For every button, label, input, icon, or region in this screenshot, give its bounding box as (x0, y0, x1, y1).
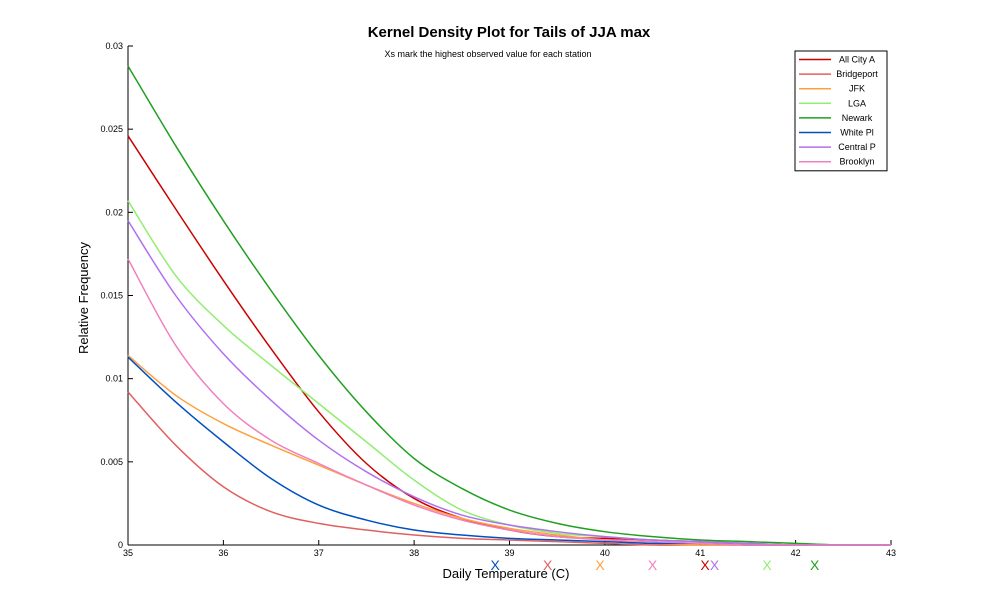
max-marker-bridgeport: X (543, 557, 553, 573)
x-tick-label: 37 (314, 548, 324, 558)
series-line-brooklyn (127, 258, 891, 546)
max-marker-newark: X (810, 557, 820, 573)
legend-label-lga: LGA (848, 98, 866, 108)
max-marker-all-city-a: X (700, 557, 710, 573)
x-axis-label: Daily Temperature (C) (443, 566, 570, 581)
x-tick-label: 39 (504, 548, 514, 558)
legend-label-all-city-a: All City A (839, 55, 875, 65)
y-tick-label: 0.015 (100, 291, 123, 301)
legend-label-bridgeport: Bridgeport (836, 69, 878, 79)
y-tick-label: 0.005 (100, 457, 123, 467)
x-tick-label: 38 (409, 548, 419, 558)
series-line-bridgeport (127, 391, 891, 546)
max-marker-white-pl: X (491, 557, 501, 573)
series-line-central-p (127, 220, 891, 546)
y-tick-label: 0.02 (105, 207, 123, 217)
y-tick-label: 0 (118, 540, 123, 550)
y-tick-label: 0.03 (105, 41, 123, 51)
max-marker-central-p: X (710, 557, 720, 573)
max-markers: XX X X XX XX (491, 557, 821, 573)
series-line-white-pl (127, 356, 891, 546)
legend: All City A Bridgeport JFK LGA Newark White Pl… (794, 50, 888, 172)
legend-label-brooklyn: Brooklyn (839, 157, 874, 167)
y-tick-label: 0.025 (100, 124, 123, 134)
chart-subtitle: Xs mark the highest observed value for e… (384, 49, 591, 59)
x-tick-label: 36 (218, 548, 228, 558)
series-line-jfk (127, 354, 891, 546)
max-marker-jfk: X (595, 557, 605, 573)
chart-title: Kernel Density Plot for Tails of JJA max (368, 24, 651, 41)
x-tick-label: 43 (886, 548, 896, 558)
legend-label-jfk: JFK (849, 84, 865, 94)
x-tick-label: 40 (600, 548, 610, 558)
y-tick-label: 0.01 (105, 374, 123, 384)
series-layer (127, 65, 892, 546)
legend-label-central-p: Central P (838, 142, 876, 152)
max-marker-lga: X (762, 557, 772, 573)
max-marker-brooklyn: X (648, 557, 658, 573)
legend-label-newark: Newark (842, 113, 873, 123)
plot-axes: 35 36 37 38 39 40 41 42 43 0 0.005 0.01 0.015 0.02 0.0… (100, 41, 896, 558)
series-line-newark (127, 65, 892, 546)
legend-label-white-pl: White Pl (840, 128, 874, 138)
x-tick-label: 35 (123, 548, 133, 558)
series-line-all-city-a (127, 135, 891, 546)
x-tick-label: 41 (695, 548, 705, 558)
legend-box (794, 50, 888, 172)
y-axis-label: Relative Frequency (76, 242, 91, 354)
x-tick-label: 42 (791, 548, 801, 558)
